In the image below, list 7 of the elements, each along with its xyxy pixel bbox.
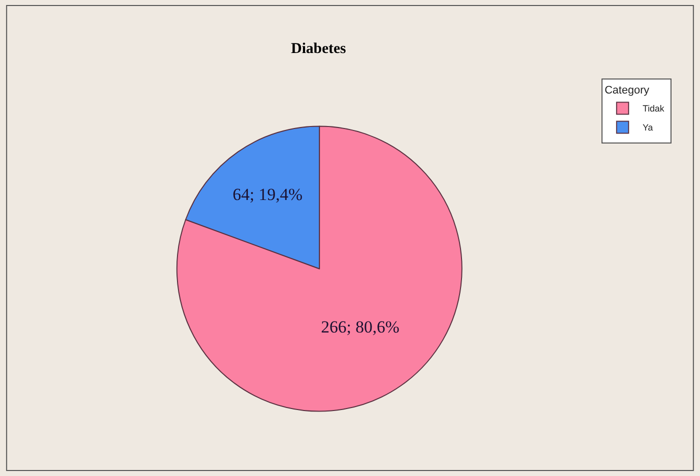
legend-title: Category [604,84,650,97]
legend-label: Ya [642,122,653,133]
data-label: 64; 19,4% [232,184,302,204]
chart-title: Diabetes [291,40,346,57]
legend-label: Tidak [642,104,665,114]
pie-slice [176,126,462,412]
data-label: 266; 80,6% [320,318,400,337]
